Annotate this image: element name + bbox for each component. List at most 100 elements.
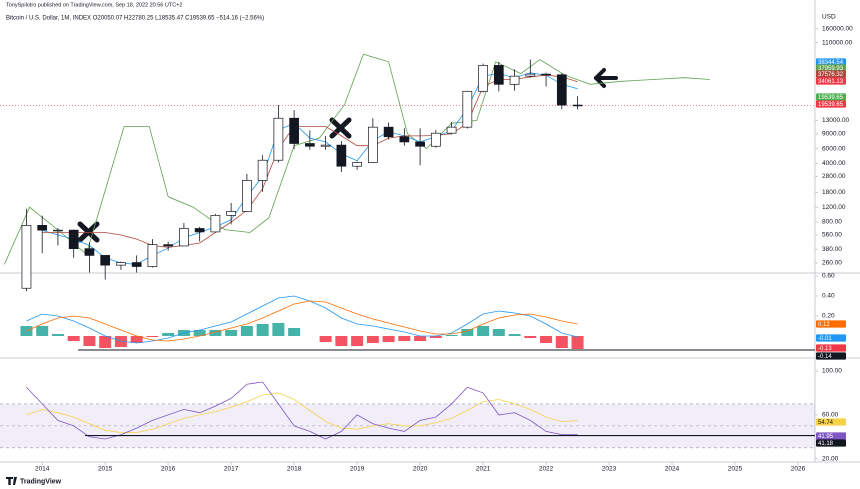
macd-histogram-bar <box>477 326 490 336</box>
y-tick-label: 260.00 <box>822 260 842 267</box>
candle-body <box>257 159 268 181</box>
y-tick-label: 1800.00 <box>822 189 846 196</box>
candle-body <box>446 126 457 134</box>
macd-histogram-bar <box>83 336 96 346</box>
candle-body <box>541 73 551 76</box>
x-tick-label: 2018 <box>287 466 302 473</box>
candle-body <box>242 180 252 212</box>
macd-histogram-bar <box>114 336 127 347</box>
macd-histogram-bar <box>209 330 222 336</box>
price-badge-label: 19539.65 <box>818 102 844 108</box>
candle-body <box>415 141 425 147</box>
y-tick-label: 380.00 <box>822 246 842 253</box>
y-tick-label: 100.00 <box>822 368 842 375</box>
y-tick-label: 13000.00 <box>822 117 849 124</box>
macd-histogram-bar <box>193 330 206 336</box>
price-badge <box>816 432 846 440</box>
macd-histogram-bar <box>335 336 348 346</box>
candle-body <box>399 136 410 143</box>
price-badge <box>816 70 846 78</box>
x-annotation <box>329 117 352 139</box>
macd-histogram-bar <box>540 336 553 343</box>
y-tick-label: 800.00 <box>822 219 842 226</box>
candle-body <box>556 74 567 106</box>
candle-body <box>53 229 63 232</box>
macd-histogram-bar <box>67 336 80 341</box>
candle-body <box>100 255 111 266</box>
macd-histogram-bar <box>351 336 364 346</box>
candle-body <box>383 126 394 138</box>
y-tick-label: 160000.00 <box>822 26 853 33</box>
lead-line <box>4 53 710 265</box>
candle-body <box>210 215 221 233</box>
candle-body <box>525 73 536 77</box>
macd-histogram-bar <box>272 323 285 336</box>
price-badge-label: -0.13 <box>818 346 832 352</box>
brand: TradingView <box>6 477 62 485</box>
candle-body <box>147 244 158 267</box>
candle-body <box>163 244 174 247</box>
candle-body <box>336 144 347 167</box>
price-badge-label: 37576.32 <box>818 72 844 78</box>
macd-histogram-bar <box>398 336 411 341</box>
macd-histogram-bar <box>99 336 112 348</box>
y-tick-label: 6000.00 <box>822 145 846 152</box>
price-badge <box>816 439 846 447</box>
candle-body <box>352 162 362 167</box>
macd-histogram-bar <box>225 330 238 336</box>
price-badge-label: 54.74 <box>818 420 834 426</box>
macd-histogram-bar <box>36 326 49 336</box>
macd-histogram-bar <box>414 336 427 341</box>
macd-line <box>26 295 578 344</box>
candle-body <box>37 225 48 231</box>
macd-histogram-bar <box>555 336 568 348</box>
candle-body <box>368 126 378 163</box>
candle-body <box>430 132 441 147</box>
x-tick-label: 2026 <box>791 466 806 473</box>
price-badge-label: -0.01 <box>818 336 832 342</box>
price-badge <box>816 334 846 342</box>
indicator-line <box>42 74 578 248</box>
price-badge <box>816 77 846 85</box>
price-badge-label: 0.12 <box>818 322 830 328</box>
y-tick-label: 4000.00 <box>822 160 846 167</box>
macd-histogram-bar <box>492 329 505 336</box>
price-badge <box>816 64 846 72</box>
candle-body <box>320 144 331 147</box>
candle-body <box>194 228 205 233</box>
x-tick-label: 2017 <box>224 466 239 473</box>
candle-body <box>509 75 520 85</box>
y-tick-label: 560.00 <box>822 232 842 239</box>
price-badge <box>816 320 846 328</box>
macd-histogram-bar <box>508 334 521 336</box>
price-badge <box>816 418 846 426</box>
x-tick-label: 2020 <box>413 466 428 473</box>
macd-histogram-bar <box>146 336 159 337</box>
macd-histogram-bar <box>162 333 175 336</box>
macd-histogram-bar <box>382 336 395 342</box>
macd-histogram-bar <box>461 329 474 336</box>
y-tick-label: 0.20 <box>822 313 835 320</box>
x-tick-label: 2021 <box>476 466 491 473</box>
price-badge <box>816 100 846 108</box>
candle-body <box>273 117 284 161</box>
x-tick-label: 2023 <box>602 466 617 473</box>
candle-body <box>116 262 126 266</box>
price-badge-label: 38344.54 <box>818 60 844 66</box>
macd-histogram-bar <box>445 335 458 336</box>
macd-histogram-bar <box>366 336 379 343</box>
price-badge-label: 41.18 <box>818 441 834 447</box>
brand-name: TradingView <box>20 478 62 485</box>
price-badge-label: 19539.65 <box>818 95 844 101</box>
macd-histogram-bar <box>256 324 269 336</box>
y-tick-label: 0.60 <box>822 273 835 280</box>
price-badge <box>816 93 846 101</box>
macd-histogram-bar <box>429 336 442 338</box>
candle-body <box>21 225 32 289</box>
candle-body <box>131 262 142 267</box>
y-tick-label: 20.00 <box>822 456 839 463</box>
symbol-line: Bitcoin / U.S. Dollar, 1M, INDEX O20050.… <box>6 16 264 22</box>
price-badge-label: -0.14 <box>818 354 832 360</box>
x-tick-label: 2024 <box>665 466 680 473</box>
price-badge <box>816 352 846 360</box>
